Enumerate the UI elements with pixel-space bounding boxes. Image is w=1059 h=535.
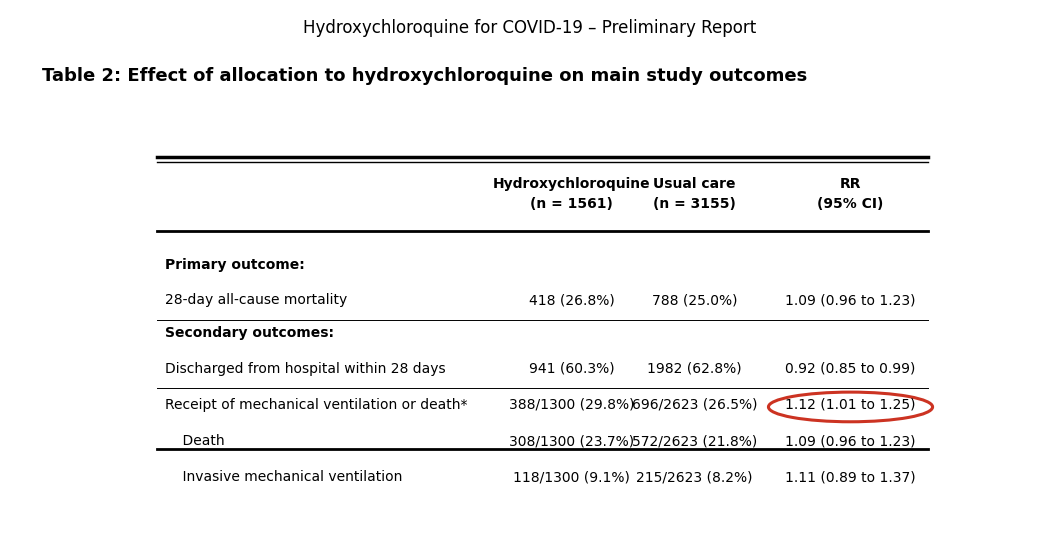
Text: 215/2623 (8.2%): 215/2623 (8.2%): [636, 470, 753, 484]
Text: Discharged from hospital within 28 days: Discharged from hospital within 28 days: [165, 362, 446, 376]
Text: Usual care
(n = 3155): Usual care (n = 3155): [653, 177, 736, 211]
Text: 0.92 (0.85 to 0.99): 0.92 (0.85 to 0.99): [786, 362, 916, 376]
Text: 572/2623 (21.8%): 572/2623 (21.8%): [632, 434, 757, 448]
Text: 418 (26.8%): 418 (26.8%): [528, 293, 614, 307]
Text: 1.09 (0.96 to 1.23): 1.09 (0.96 to 1.23): [786, 434, 916, 448]
Text: 1982 (62.8%): 1982 (62.8%): [647, 362, 742, 376]
Text: 1.11 (0.89 to 1.37): 1.11 (0.89 to 1.37): [785, 470, 916, 484]
Text: 1.09 (0.96 to 1.23): 1.09 (0.96 to 1.23): [786, 293, 916, 307]
Text: Primary outcome:: Primary outcome:: [165, 258, 305, 272]
Text: Invasive mechanical ventilation: Invasive mechanical ventilation: [165, 470, 402, 484]
Text: Death: Death: [165, 434, 225, 448]
Text: 1.12 (1.01 to 1.25): 1.12 (1.01 to 1.25): [786, 398, 916, 412]
Text: 118/1300 (9.1%): 118/1300 (9.1%): [513, 470, 630, 484]
Text: 308/1300 (23.7%): 308/1300 (23.7%): [509, 434, 634, 448]
Text: Hydroxychloroquine for COVID-19 – Preliminary Report: Hydroxychloroquine for COVID-19 – Prelim…: [303, 19, 756, 37]
Text: 696/2623 (26.5%): 696/2623 (26.5%): [632, 398, 757, 412]
Text: Secondary outcomes:: Secondary outcomes:: [165, 326, 335, 340]
Text: RR
(95% CI): RR (95% CI): [818, 177, 883, 211]
Text: Hydroxychloroquine
(n = 1561): Hydroxychloroquine (n = 1561): [492, 177, 650, 211]
Text: 941 (60.3%): 941 (60.3%): [528, 362, 614, 376]
Text: 388/1300 (29.8%): 388/1300 (29.8%): [508, 398, 634, 412]
Text: 28-day all-cause mortality: 28-day all-cause mortality: [165, 293, 347, 307]
Text: Table 2: Effect of allocation to hydroxychloroquine on main study outcomes: Table 2: Effect of allocation to hydroxy…: [42, 67, 808, 85]
Text: Receipt of mechanical ventilation or death*: Receipt of mechanical ventilation or dea…: [165, 398, 468, 412]
Text: 788 (25.0%): 788 (25.0%): [652, 293, 737, 307]
